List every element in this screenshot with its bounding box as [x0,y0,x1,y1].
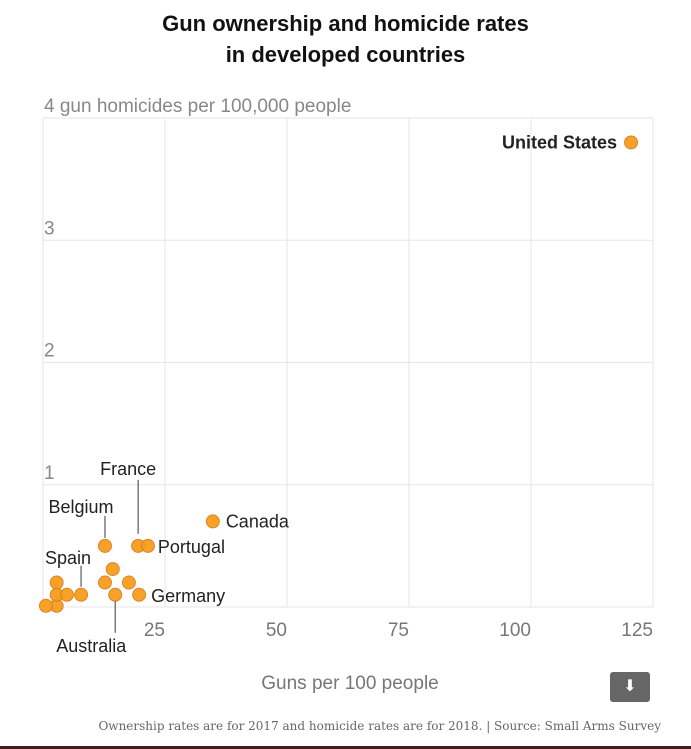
point-label-france: France [100,459,156,479]
download-arrow-icon: ⬇ [623,678,637,695]
chart-title-line-1: Gun ownership and homicide rates [162,11,529,36]
data-point [121,575,136,590]
point-label-canada: Canada [226,511,290,531]
data-point [97,575,112,590]
point-label-australia: Australia [56,636,127,656]
data-point [38,598,53,613]
point-label-portugal: Portugal [158,537,225,557]
point-label-germany: Germany [151,586,225,606]
x-tick-label: 125 [621,620,653,641]
data-point-australia [108,587,123,602]
source-note: Ownership rates are for 2017 and homicid… [98,719,661,733]
point-label-spain: Spain [45,548,91,568]
x-tick-label: 100 [499,620,531,641]
download-button[interactable]: ⬇ [610,672,650,702]
x-tick-label: 75 [388,620,409,641]
chart-title: Gun ownership and homicide rates in deve… [0,8,691,70]
scatter-plot: 25 50 75 100 125 1 2 3 4 gun homicides per 100,0… [38,96,654,656]
y-tick-label: 3 [44,218,55,239]
data-point-germany [132,587,147,602]
point-label-belgium: Belgium [48,497,113,517]
y-tick-label: 2 [44,341,55,362]
data-point-united-states [624,135,639,150]
chart-title-line-2: in developed countries [225,42,466,67]
x-tick-label: 25 [144,620,165,641]
data-point [59,587,74,602]
data-point-belgium [97,538,112,553]
data-point-spain [74,587,89,602]
y-tick-label: 4 gun homicides per 100,000 people [44,96,351,117]
x-tick-label: 50 [266,620,287,641]
data-point-portugal [140,538,155,553]
data-point [49,575,64,590]
point-label-united-states: United States [502,132,617,152]
bottom-border [0,746,691,749]
data-point [105,562,120,577]
y-tick-label: 1 [44,463,55,484]
x-axis-label: Guns per 100 people [261,673,439,694]
data-point-canada [205,514,220,529]
